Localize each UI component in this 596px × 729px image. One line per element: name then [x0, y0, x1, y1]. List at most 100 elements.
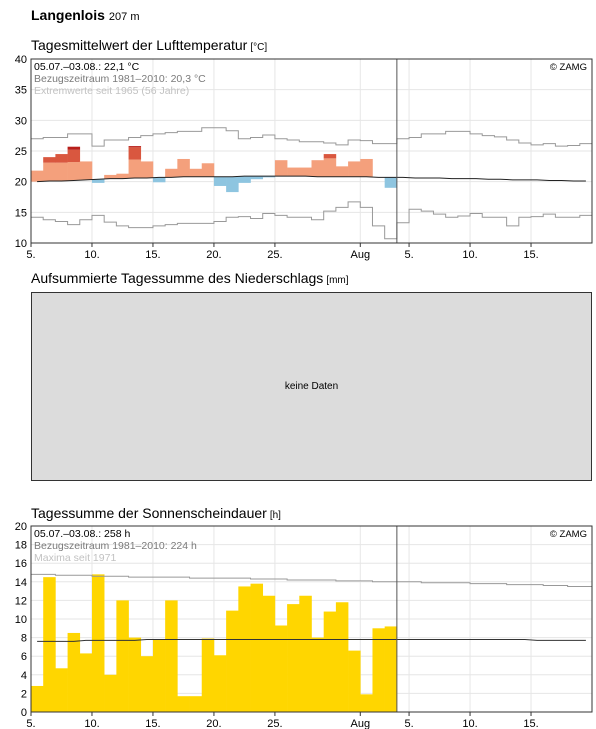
sunshine-bar	[91, 574, 105, 712]
x-tick-label: 15.	[523, 249, 538, 261]
temperature-bar	[79, 161, 93, 180]
y-tick-label: 6	[21, 651, 27, 663]
sunshine-bar	[213, 655, 227, 712]
temperature-bar	[384, 177, 398, 188]
temperature-bar	[323, 158, 337, 177]
temperature-unit: [°C]	[250, 42, 268, 53]
sunshine-bar	[31, 685, 44, 712]
sunshine-bar	[55, 668, 68, 712]
copyright-label: © ZAMG	[550, 529, 587, 540]
temperature-bar	[189, 168, 203, 177]
temperature-chart: 10 15 20 25 30 35 40 5. 10. 15. 20. 25. Aug 5. 10. 15. 0…	[15, 54, 593, 261]
sunshine-bar	[177, 696, 190, 712]
no-data-message: keine Daten	[284, 381, 339, 392]
max-extreme-line	[31, 573, 592, 587]
sunshine-bar	[140, 656, 154, 712]
temperature-bar	[104, 174, 117, 179]
y-tick-label: 2	[21, 688, 27, 700]
y-tick-label: 8	[21, 633, 27, 645]
sunshine-bar	[189, 696, 203, 712]
precipitation-chart-title: Aufsummierte Tagessumme des Niederschlag…	[31, 270, 349, 286]
precipitation-chart-area	[31, 292, 592, 481]
temperature-bar	[55, 154, 68, 163]
temperature-bar	[238, 176, 251, 183]
info-line: Bezugszeitraum 1981–2010: 20,3 °C	[34, 73, 206, 85]
temperature-bar	[91, 179, 105, 183]
temperature-bar	[213, 176, 227, 186]
x-tick-label: 10.	[462, 249, 477, 261]
temperature-bar	[177, 158, 190, 177]
y-tick-label: 4	[21, 670, 27, 682]
temperature-bar	[287, 167, 300, 177]
normal-line	[37, 175, 586, 183]
sunshine-bar	[299, 595, 312, 712]
x-tick-label: 10.	[84, 718, 99, 729]
y-tick-label: 14	[15, 577, 27, 589]
x-tick-label: 15.	[145, 249, 160, 261]
sunshine-bar	[274, 625, 288, 712]
info-line: Extremwerte seit 1965 (56 Jahre)	[34, 85, 189, 97]
temperature-bar	[67, 146, 81, 150]
sunshine-frame	[30, 525, 593, 713]
y-tick-label: 10	[15, 238, 27, 250]
info-line: Maxima seit 1971	[34, 552, 116, 564]
x-tick-label: 20.	[206, 718, 221, 729]
x-tick-label: 5.	[26, 718, 35, 729]
temperature-frame	[30, 58, 593, 244]
temperature-bar	[323, 154, 337, 159]
y-tick-label: 0	[21, 707, 27, 719]
temperature-bar	[360, 158, 373, 177]
station-elevation: 207 m	[108, 11, 140, 23]
info-line: 05.07.–03.08.: 258 h	[34, 528, 130, 540]
x-tick-label: 25.	[267, 718, 282, 729]
info-line: Bezugszeitraum 1981–2010: 224 h	[34, 540, 197, 552]
sunshine-bar	[104, 674, 117, 712]
y-tick-label: 16	[15, 558, 27, 570]
y-tick-label: 18	[15, 540, 27, 552]
x-tick-label: 15.	[523, 718, 538, 729]
x-tick-label: 5.	[404, 718, 413, 729]
x-tick-label: 20.	[206, 249, 221, 261]
x-tick-label: 10.	[462, 718, 477, 729]
precipitation-title-text: Aufsummierte Tagessumme des Niederschlag…	[31, 270, 324, 286]
sunshine-bar	[226, 610, 239, 712]
temperature-bar	[299, 167, 312, 177]
y-tick-label: 12	[15, 595, 27, 607]
temperature-bar	[116, 173, 129, 179]
station-header: Langenlois 207 m	[31, 7, 139, 23]
temperature-bar	[165, 168, 178, 178]
temperature-bar	[55, 162, 68, 182]
normal-line	[37, 638, 586, 642]
sunshine-bar	[348, 650, 361, 712]
x-tick-label: 5.	[26, 249, 35, 261]
sunshine-bar	[128, 637, 142, 712]
temperature-bar	[43, 162, 56, 182]
sunshine-bar	[335, 602, 349, 712]
y-tick-label: 20	[15, 521, 27, 533]
y-tick-label: 15	[15, 207, 27, 219]
temperature-bar	[226, 176, 239, 193]
y-tick-label: 35	[15, 85, 27, 97]
temperature-bar	[43, 157, 56, 163]
temperature-bar	[140, 161, 154, 178]
min-extreme-line	[31, 201, 592, 240]
x-tick-label: 10.	[84, 249, 99, 261]
sunshine-title-text: Tagessumme der Sonnenscheindauer	[31, 505, 267, 521]
temperature-bar	[348, 161, 361, 177]
sunshine-bar	[152, 639, 166, 712]
sunshine-bar	[250, 583, 264, 712]
temperature-bar	[31, 170, 44, 182]
y-tick-label: 30	[15, 115, 27, 127]
max-extreme-line	[31, 127, 592, 147]
y-tick-label: 20	[15, 177, 27, 189]
station-name: Langenlois	[31, 7, 105, 23]
sunshine-bar	[262, 595, 276, 712]
sunshine-bar	[201, 638, 215, 712]
temperature-bar	[67, 162, 81, 181]
temperature-bar	[128, 146, 142, 148]
temperature-bar	[201, 163, 215, 177]
temperature-bar	[250, 176, 264, 180]
temperature-bar	[262, 176, 276, 178]
temperature-bar	[335, 166, 349, 177]
